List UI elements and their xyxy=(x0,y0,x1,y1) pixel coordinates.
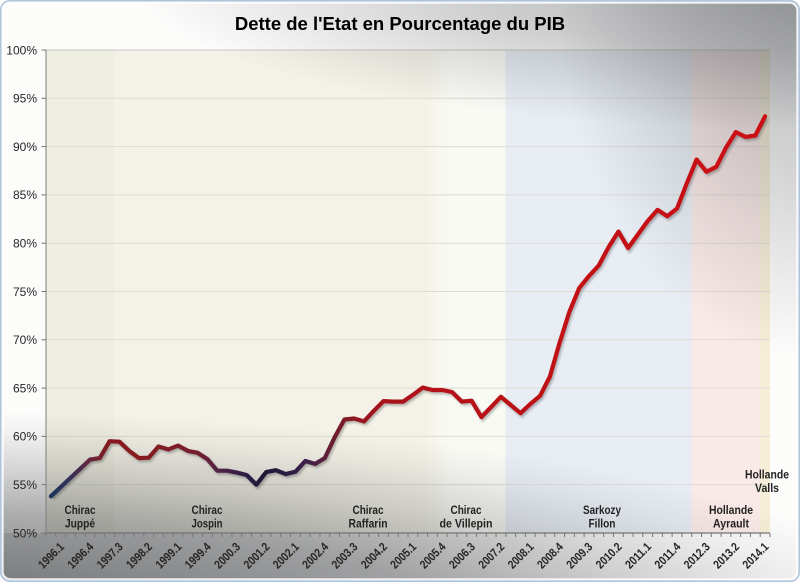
svg-text:Valls: Valls xyxy=(755,481,779,495)
svg-text:60%: 60% xyxy=(13,430,37,444)
svg-text:Hollande: Hollande xyxy=(745,468,789,482)
svg-text:Chirac: Chirac xyxy=(353,503,384,517)
svg-text:Chirac: Chirac xyxy=(192,503,223,517)
svg-text:Dette de l'Etat en Pourcentage: Dette de l'Etat en Pourcentage du PIB xyxy=(235,13,565,34)
svg-text:75%: 75% xyxy=(13,285,37,299)
svg-text:Chirac: Chirac xyxy=(65,503,96,517)
svg-text:Sarkozy: Sarkozy xyxy=(583,503,621,517)
svg-text:Jospin: Jospin xyxy=(192,517,223,531)
svg-text:70%: 70% xyxy=(13,333,37,347)
svg-text:Fillon: Fillon xyxy=(589,517,616,531)
svg-text:Ayrault: Ayrault xyxy=(713,517,749,531)
svg-text:Raffarin: Raffarin xyxy=(349,517,388,531)
svg-text:65%: 65% xyxy=(13,381,37,395)
svg-text:95%: 95% xyxy=(13,92,37,106)
svg-text:90%: 90% xyxy=(13,140,37,154)
svg-text:80%: 80% xyxy=(13,237,37,251)
svg-text:55%: 55% xyxy=(13,478,37,492)
svg-text:Hollande: Hollande xyxy=(709,503,753,517)
svg-text:85%: 85% xyxy=(13,188,37,202)
svg-text:50%: 50% xyxy=(13,526,37,540)
svg-text:100%: 100% xyxy=(6,43,37,57)
svg-text:Juppé: Juppé xyxy=(65,517,95,531)
svg-text:Chirac: Chirac xyxy=(451,503,482,517)
svg-text:de Villepin: de Villepin xyxy=(440,517,493,531)
